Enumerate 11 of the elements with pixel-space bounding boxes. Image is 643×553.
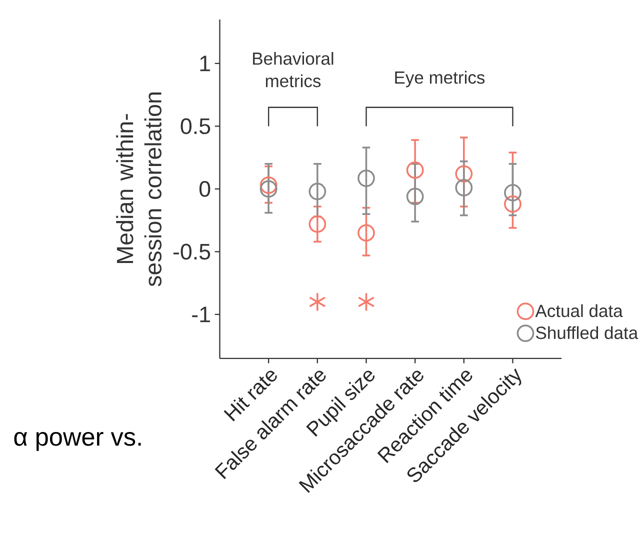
y-tick-label: 1 xyxy=(200,56,210,72)
y-axis-title: Median within-session correlation xyxy=(116,92,162,286)
y-tick-label: 0 xyxy=(199,181,210,198)
y-tick-label: -1 xyxy=(192,306,210,322)
text: α power vs. xyxy=(14,432,141,451)
annotation: Behavioral metrics xyxy=(253,52,334,88)
y-tick-label: 0.5 xyxy=(180,118,210,134)
annotation: Eye metrics xyxy=(395,71,485,88)
legend-label: Shuffled data xyxy=(536,326,638,340)
y-tick-label: -0.5 xyxy=(173,244,210,260)
legend-label: Actual data xyxy=(535,304,623,318)
